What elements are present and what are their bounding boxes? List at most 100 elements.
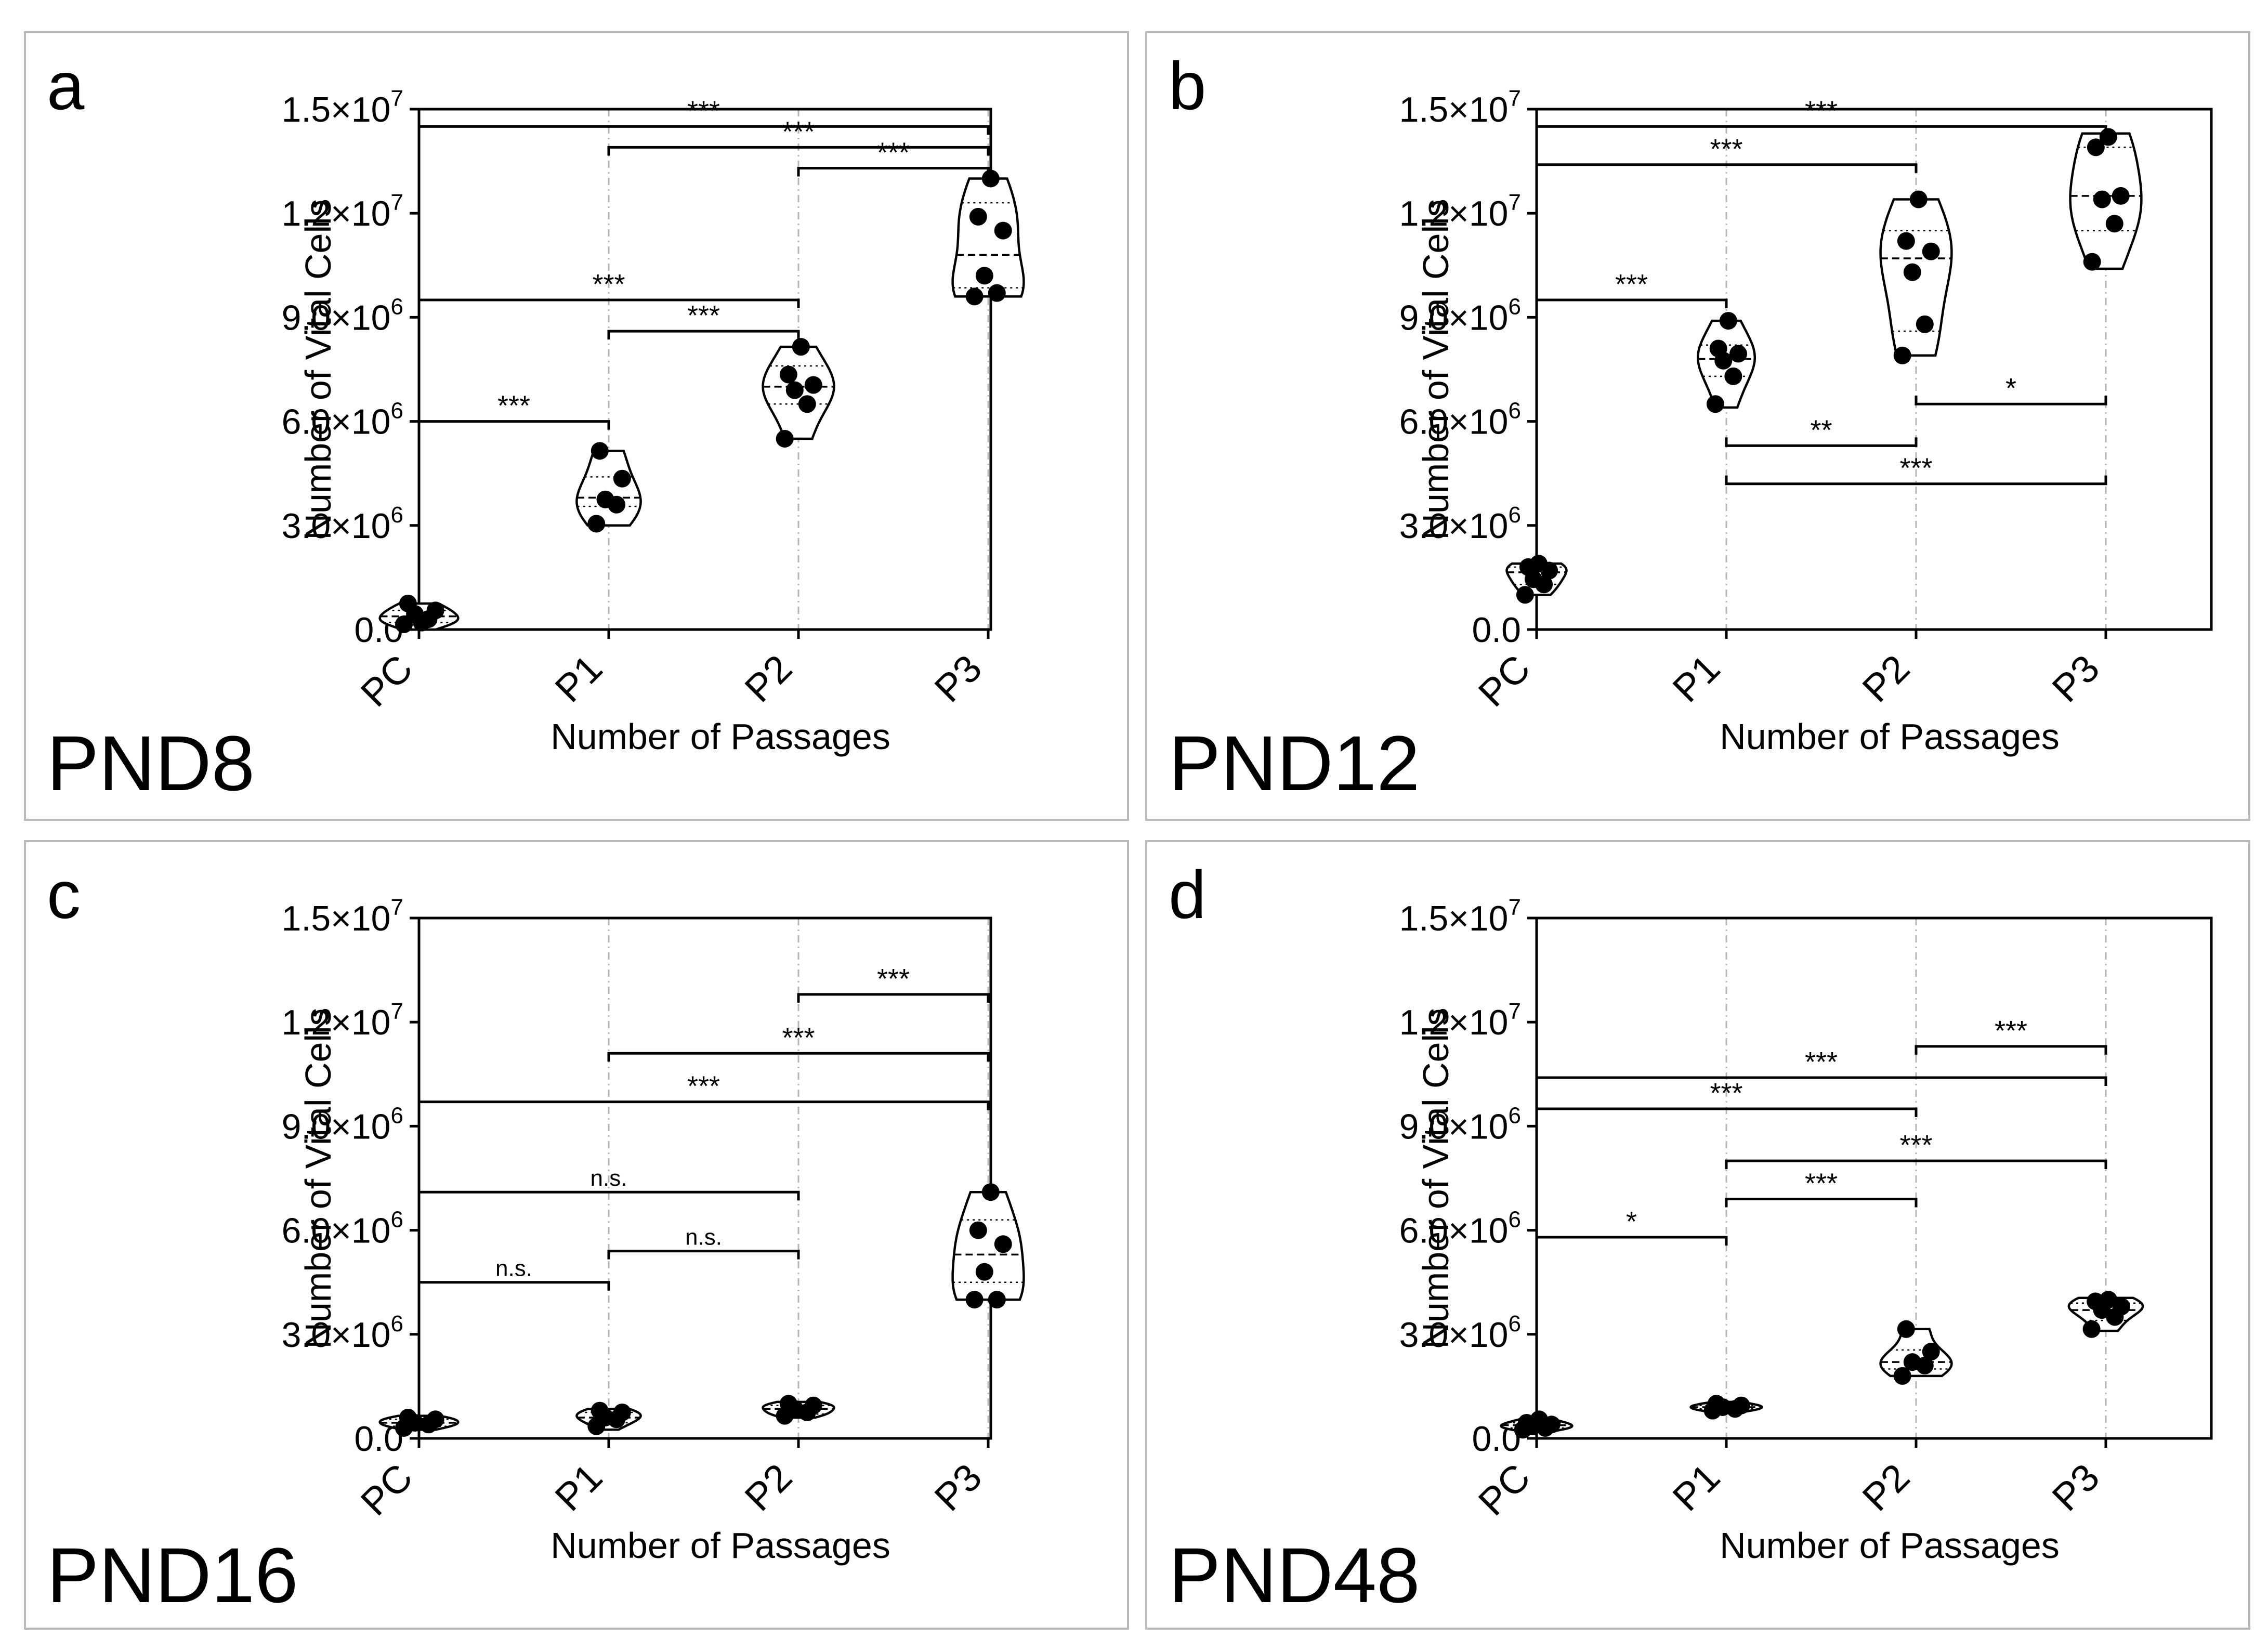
sig-label: ***: [1710, 1078, 1742, 1109]
y-tick-label: 1.5×107: [282, 86, 403, 129]
data-point: [399, 594, 417, 612]
y-axis-title: Number of Vital Cells: [298, 199, 338, 540]
y-tick-label: 9.0×106: [282, 1103, 403, 1146]
data-point: [1724, 367, 1742, 385]
violin-P2: [1879, 190, 1953, 364]
y-tick-label: 3.0×106: [1399, 502, 1521, 546]
sig-bracket: [797, 166, 990, 177]
y-tick-label: 6.0×106: [282, 1207, 403, 1251]
sig-bracket: [607, 146, 990, 156]
data-point: [988, 1291, 1006, 1309]
y-tick-label: 3.0×106: [282, 1311, 403, 1355]
violin-P3: [951, 169, 1025, 306]
sig-bracket: [607, 330, 800, 340]
sig-bracket: [1725, 437, 1918, 447]
panel-c: 0.03.0×1066.0×1069.0×1061.2×1071.5×107PC…: [24, 840, 1129, 1630]
data-point: [2099, 128, 2117, 146]
sig-label: ***: [782, 116, 815, 147]
data-point: [2099, 1291, 2117, 1309]
data-point: [969, 1221, 987, 1239]
violin-P1: [1689, 1395, 1763, 1420]
data-point: [2112, 187, 2130, 205]
y-tick-label: 9.0×106: [1399, 1103, 1521, 1146]
y-tick-label: 3.0×106: [1399, 1311, 1521, 1355]
data-point: [426, 1410, 444, 1429]
sig-bracket: [1535, 1076, 2107, 1086]
data-point: [981, 169, 1000, 188]
violin-body: [951, 1190, 1025, 1301]
panel-letter: a: [47, 48, 85, 124]
day-label: PND16: [47, 1531, 298, 1619]
y-tick-label: 9.0×106: [1399, 294, 1521, 337]
sig-label: ***: [1995, 1015, 2027, 1046]
sig-label: ***: [1805, 1168, 1838, 1199]
violin-PC: [378, 594, 460, 633]
sig-label: ***: [1615, 269, 1648, 300]
sig-label: ***: [1899, 1130, 1932, 1161]
data-point: [413, 613, 431, 632]
data-point: [1706, 395, 1724, 413]
data-point: [1903, 1353, 1921, 1371]
sig-bracket: [417, 420, 610, 430]
violin-PC: [378, 1408, 460, 1437]
data-point: [798, 395, 816, 413]
sig-label: ***: [782, 1022, 815, 1053]
data-point: [804, 376, 822, 394]
sig-bracket: [417, 1190, 800, 1201]
sig-bracket: [417, 1100, 990, 1110]
data-point: [1922, 1343, 1940, 1361]
data-point: [591, 1401, 609, 1420]
sig-label: *: [2005, 373, 2016, 404]
data-point: [975, 267, 993, 285]
sig-bracket: [607, 1052, 990, 1062]
y-tick-label: 6.0×106: [282, 398, 403, 442]
violin-P3: [2067, 1291, 2144, 1338]
y-axis-title: Number of Vital Cells: [1415, 199, 1456, 540]
x-axis-title: Number of Passages: [550, 716, 890, 757]
data-point: [1729, 345, 1747, 363]
sig-label: n.s.: [685, 1225, 722, 1250]
sig-bracket: [1725, 475, 2107, 486]
data-point: [2083, 253, 2101, 271]
x-axis-title: Number of Passages: [1720, 716, 2060, 757]
data-point: [591, 442, 609, 460]
violin-P2: [762, 338, 835, 448]
sig-label: ***: [1899, 453, 1932, 484]
data-point: [2087, 1292, 2105, 1311]
panel-d: 0.03.0×1066.0×1069.0×1061.2×1071.5×107PC…: [1145, 840, 2250, 1630]
data-point: [2112, 1298, 2130, 1316]
sig-label: ***: [687, 95, 720, 126]
y-tick-label: 1.5×107: [282, 895, 403, 938]
data-point: [587, 515, 606, 533]
sig-bracket: [1535, 1236, 1728, 1246]
sig-label: ***: [592, 269, 625, 300]
sig-bracket: [607, 1250, 800, 1260]
y-tick-label: 1.5×107: [1399, 86, 1521, 129]
sig-bracket: [1725, 1198, 1918, 1208]
sig-label: ***: [1710, 134, 1742, 165]
data-point: [1909, 190, 1928, 208]
data-point: [613, 1403, 631, 1421]
y-tick-label: 1.2×107: [1399, 190, 1521, 233]
violin-P1: [575, 1401, 642, 1435]
sig-label: n.s.: [591, 1165, 627, 1191]
panel-frame: [1145, 840, 2250, 1630]
day-label: PND8: [47, 719, 255, 807]
data-point: [981, 1183, 1000, 1201]
violin-PC: [1505, 555, 1568, 604]
data-point: [1516, 586, 1534, 604]
panel-letter: d: [1169, 857, 1206, 933]
data-point: [804, 1396, 822, 1414]
data-point: [969, 207, 987, 226]
data-point: [426, 601, 444, 620]
plot-area: [1535, 108, 2213, 631]
sig-label: n.s.: [495, 1256, 532, 1281]
sig-bracket: [1535, 298, 1728, 309]
sig-label: ***: [687, 1071, 720, 1102]
panel-a: 0.03.0×1066.0×1069.0×1061.2×1071.5×107PC…: [24, 31, 1129, 821]
y-tick-label: 9.0×106: [282, 294, 403, 337]
data-point: [2093, 190, 2111, 208]
sig-label: ***: [1805, 1046, 1838, 1078]
y-tick-label: 1.2×107: [282, 999, 403, 1042]
y-tick-label: 6.0×106: [1399, 398, 1521, 442]
